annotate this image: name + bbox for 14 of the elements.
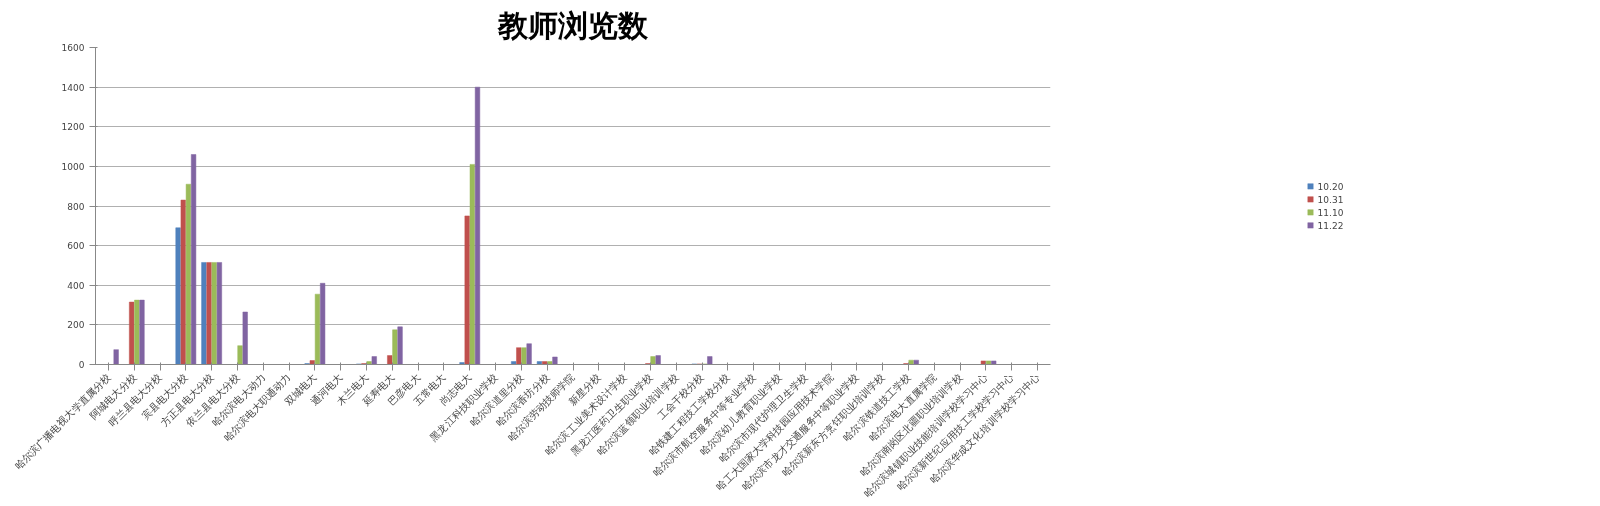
- y-tick-label: 0: [78, 360, 85, 370]
- legend-label: 10.20: [1317, 181, 1344, 191]
- y-tick-label: 200: [67, 320, 85, 331]
- legend-label: 11.10: [1317, 207, 1344, 217]
- y-tick-label: 800: [67, 201, 85, 212]
- legend-label: 10.31: [1317, 194, 1344, 204]
- y-tick-label: 1600: [61, 43, 85, 53]
- y-tick-label: 1400: [61, 82, 85, 93]
- legend-label: 11.22: [1317, 220, 1344, 230]
- y-tick-label: 600: [67, 241, 85, 252]
- chart-title: 教师浏览数: [497, 7, 649, 43]
- y-tick-label: 1000: [61, 161, 85, 172]
- y-tick-label: 400: [67, 280, 85, 291]
- y-tick-label: 1200: [61, 122, 85, 133]
